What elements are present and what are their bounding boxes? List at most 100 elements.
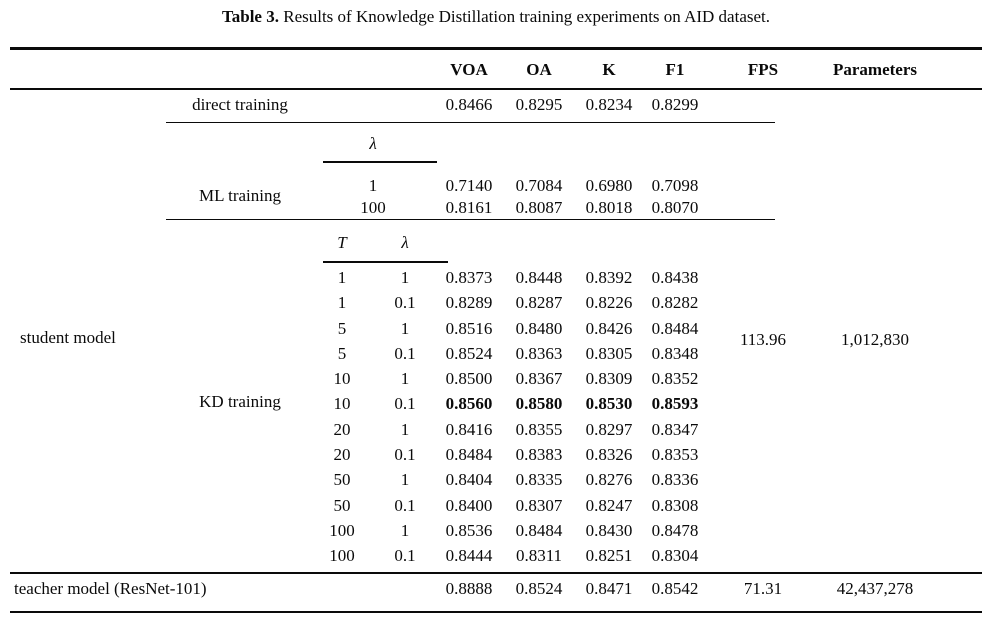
cell-t: 5 [337,344,347,363]
cell-t: 50 [333,496,351,515]
cell-t: 20 [333,445,351,464]
cell-f1: 0.8336 [651,470,699,489]
kd-t-header: T [337,233,347,252]
cell-oa: 0.8580 [515,394,563,413]
cell-oa: 0.8480 [515,319,563,338]
student-model-label: student model [20,328,116,347]
header-fps: FPS [747,60,779,79]
kd-row: 20 1 0.8416 0.8355 0.8297 0.8347 [10,418,982,442]
direct-training-label: direct training [192,95,288,114]
header-f1: F1 [665,60,685,79]
cell-k: 0.8305 [585,344,633,363]
cell-lambda: 0.1 [394,394,416,413]
cell-lambda: 0.1 [394,344,416,363]
cell-f1: 0.8299 [651,95,699,114]
cell-oa: 0.7084 [515,176,563,195]
cell-t: 5 [337,319,347,338]
cell-k: 0.8309 [585,369,633,388]
cell-oa: 0.8355 [515,420,563,439]
cell-voa: 0.8524 [445,344,493,363]
cell-f1: 0.8348 [651,344,699,363]
cell-voa: 0.8560 [445,394,493,413]
cell-t: 100 [329,546,355,565]
cell-lambda: 1 [368,176,378,195]
teacher-row-rule [10,572,982,574]
cell-voa: 0.8161 [445,198,493,217]
cell-lambda: 0.1 [394,445,416,464]
cell-lambda: 1 [400,319,410,338]
bottom-rule [10,610,982,613]
cell-lambda: 1 [400,369,410,388]
kd-header-underline [323,261,448,263]
cell-t: 20 [333,420,351,439]
kd-row-best: 10 0.1 0.8560 0.8580 0.8530 0.8593 [10,392,982,416]
cell-t: 10 [333,394,351,413]
cell-k: 0.8430 [585,521,633,540]
ml-training-label-row: ML training [10,184,982,208]
cell-k: 0.6980 [585,176,633,195]
cell-f1: 0.8070 [651,198,699,217]
cell-k: 0.8392 [585,268,633,287]
cell-lambda: 0.1 [394,293,416,312]
kd-row: 1 0.1 0.8289 0.8287 0.8226 0.8282 [10,291,982,315]
cell-f1: 0.8478 [651,521,699,540]
table-caption-label: Table 3. [221,7,279,26]
cell-voa: 0.8484 [445,445,493,464]
kd-training-label: KD training [199,392,281,411]
cell-voa: 0.8444 [445,546,493,565]
cell-t: 1 [337,293,347,312]
cell-oa: 0.8484 [515,521,563,540]
cell-k: 0.8226 [585,293,633,312]
cell-voa: 0.7140 [445,176,493,195]
cell-oa: 0.8363 [515,344,563,363]
header-parameters: Parameters [832,60,917,79]
cell-lambda: 0.1 [394,496,416,515]
kd-param-header-row: T λ [10,231,982,255]
table-caption: Table 3. Results of Knowledge Distillati… [0,7,992,27]
kd-row: 50 1 0.8404 0.8335 0.8276 0.8336 [10,468,982,492]
cell-oa: 0.8295 [515,95,563,114]
cell-t: 100 [329,521,355,540]
cell-voa: 0.8888 [445,579,493,598]
cell-lambda: 1 [400,420,410,439]
column-header-row: VOA OA K F1 FPS Parameters [10,58,982,82]
header-k: K [602,60,616,79]
cell-k: 0.8426 [585,319,633,338]
ml-row: 100 0.8161 0.8087 0.8018 0.8070 [10,196,982,220]
kd-lambda-header: λ [401,233,409,252]
cell-lambda: 100 [360,198,386,217]
cell-oa: 0.8087 [515,198,563,217]
kd-row: 50 0.1 0.8400 0.8307 0.8247 0.8308 [10,494,982,518]
direct-row-rule [166,121,775,123]
cell-lambda: 1 [400,470,410,489]
cell-k: 0.8530 [585,394,633,413]
cell-k: 0.8234 [585,95,633,114]
header-oa: OA [526,60,552,79]
cell-f1: 0.8282 [651,293,699,312]
cell-k: 0.8276 [585,470,633,489]
cell-oa: 0.8287 [515,293,563,312]
kd-row: 100 0.1 0.8444 0.8311 0.8251 0.8304 [10,544,982,568]
cell-voa: 0.8400 [445,496,493,515]
cell-f1: 0.8347 [651,420,699,439]
cell-t: 50 [333,470,351,489]
cell-k: 0.8326 [585,445,633,464]
table-caption-text: Results of Knowledge Distillation traini… [283,7,771,26]
header-rule [10,88,982,90]
cell-voa: 0.8404 [445,470,493,489]
cell-f1: 0.8438 [651,268,699,287]
cell-voa: 0.8289 [445,293,493,312]
teacher-model-row: teacher model (ResNet-101) 0.8888 0.8524… [10,577,982,601]
cell-t: 10 [333,369,351,388]
kd-row: 100 1 0.8536 0.8484 0.8430 0.8478 [10,519,982,543]
student-params-value: 1,012,830 [841,330,909,349]
cell-f1: 0.8353 [651,445,699,464]
top-rule [10,47,982,50]
cell-f1: 0.8308 [651,496,699,515]
cell-k: 0.8018 [585,198,633,217]
student-fps-params-row: 113.96 1,012,830 [10,328,982,352]
cell-f1: 0.8593 [651,394,699,413]
ml-row: 1 0.7140 0.7084 0.6980 0.7098 [10,174,982,198]
cell-f1: 0.8352 [651,369,699,388]
